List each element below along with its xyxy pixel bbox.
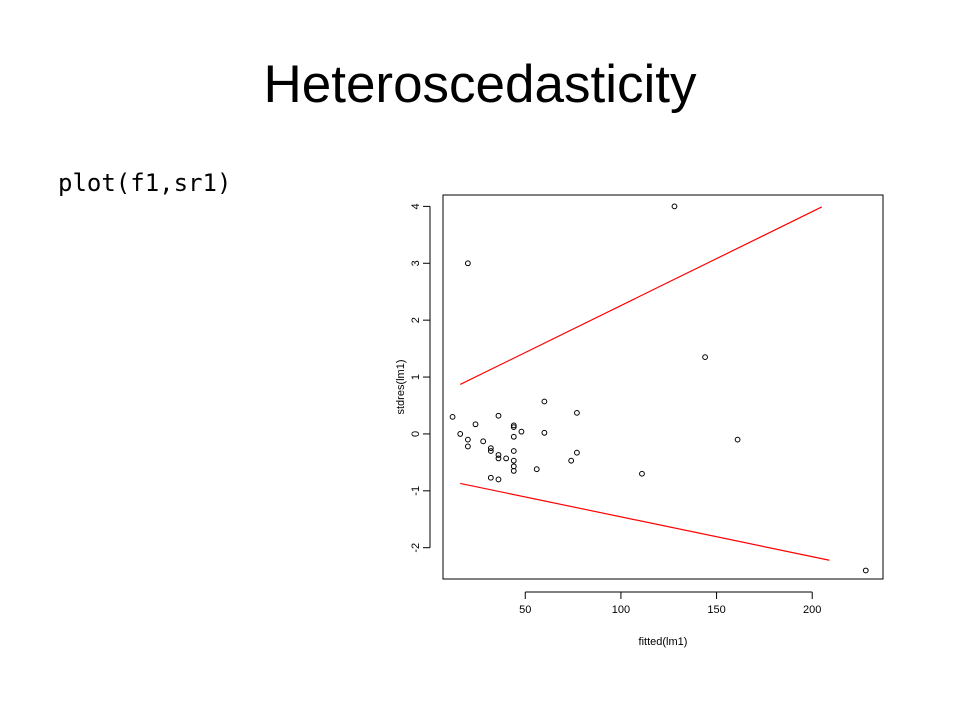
y-axis: -2 -1 0 1 2 3 4 (410, 203, 431, 553)
data-point (480, 438, 487, 445)
y-tick-label: 2 (410, 317, 422, 323)
data-point (639, 470, 645, 477)
bound-line (459, 206, 823, 385)
y-tick-label: 4 (410, 203, 422, 209)
data-point (495, 452, 502, 458)
data-point (495, 476, 502, 483)
x-tick-label: 100 (612, 604, 630, 616)
data-point (510, 433, 517, 440)
y-tick-label: -1 (410, 486, 422, 496)
data-point (510, 468, 517, 474)
data-point (574, 409, 580, 416)
data-point (472, 421, 479, 428)
data-point (495, 455, 502, 462)
data-point (464, 436, 471, 443)
data-point (487, 448, 494, 454)
plot-frame (442, 194, 884, 580)
data-point (510, 457, 517, 464)
data-point (862, 567, 869, 574)
x-tick-label: 50 (519, 604, 531, 616)
data-point (457, 431, 464, 437)
code-line: plot(f1,sr1) (58, 169, 232, 197)
data-points (449, 203, 869, 574)
data-point (487, 474, 494, 481)
x-axis: 50 100 150 200 (519, 591, 821, 616)
x-axis-label: fitted(lm1) (639, 636, 688, 648)
data-point (503, 455, 510, 462)
data-point (702, 354, 708, 361)
data-point (487, 445, 494, 452)
bound-line (460, 482, 830, 561)
data-point (671, 203, 678, 210)
y-axis-label: stdres(lm1) (395, 359, 407, 414)
y-tick-label: 3 (410, 260, 422, 266)
data-point (464, 443, 471, 450)
y-tick-label: 0 (410, 431, 422, 437)
data-point (533, 466, 540, 473)
data-point (510, 448, 517, 454)
bound-lines (459, 206, 830, 561)
data-point (510, 424, 517, 431)
data-point (568, 457, 575, 464)
data-point (518, 428, 525, 435)
scatter-plot: 50 100 150 200 -2 -1 0 1 2 3 4 fitted(lm1) stdres… (395, 194, 884, 648)
data-point (541, 429, 548, 436)
data-point (574, 449, 580, 456)
slide-title: Heteroscedasticity (263, 55, 697, 114)
data-point (734, 436, 741, 443)
data-point (464, 260, 471, 267)
y-tick-label: -2 (410, 543, 422, 553)
x-tick-label: 200 (803, 604, 821, 616)
data-point (449, 413, 456, 420)
data-point (495, 412, 502, 419)
data-point (510, 422, 517, 429)
y-tick-label: 1 (410, 374, 422, 380)
data-point (541, 398, 548, 405)
x-tick-label: 150 (707, 604, 725, 616)
